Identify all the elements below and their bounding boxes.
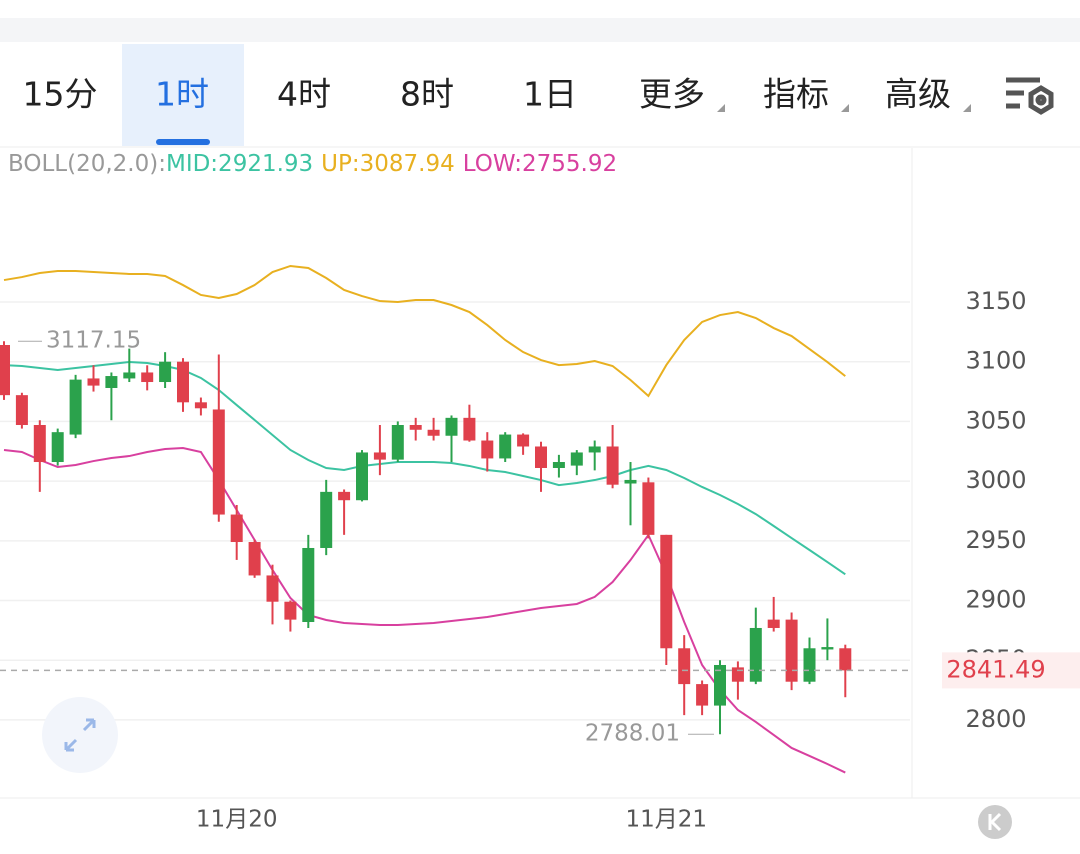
candle-body xyxy=(248,542,261,576)
candle-body xyxy=(177,361,189,403)
y-tick-label: 3150 xyxy=(965,287,1026,315)
candle-body xyxy=(0,345,10,396)
band-line xyxy=(3,447,846,774)
y-tick-label: 3100 xyxy=(965,347,1026,375)
candle-body xyxy=(660,534,673,649)
candle-body xyxy=(463,417,476,441)
candle-body xyxy=(69,379,82,435)
candle-body xyxy=(159,361,172,383)
candle-body xyxy=(105,376,118,388)
legend-item: LOW:2755.92 xyxy=(463,151,617,177)
reset-button[interactable] xyxy=(978,805,1012,839)
candle-body xyxy=(588,446,601,453)
candle-body xyxy=(785,619,798,682)
expand-icon xyxy=(64,718,96,752)
candle-body xyxy=(731,667,744,682)
candle-body xyxy=(839,648,852,671)
tab[interactable]: 4时 xyxy=(277,75,331,114)
candle-body xyxy=(356,452,368,501)
candle-body xyxy=(123,372,136,379)
candle-body xyxy=(624,479,637,484)
candle-body xyxy=(51,432,64,463)
candle-body xyxy=(481,440,494,459)
x-tick-label: 11月20 xyxy=(196,807,278,833)
legend-item: BOLL(20,2.0): xyxy=(8,151,166,177)
candle-body xyxy=(570,452,583,466)
candle-body xyxy=(714,664,726,706)
candle-body xyxy=(821,647,834,650)
top-strip xyxy=(0,18,1080,42)
reset-icon xyxy=(988,812,1002,832)
selected-tab-bg xyxy=(122,44,244,146)
candle-body xyxy=(15,395,28,426)
legend-item: UP:3087.94 xyxy=(321,151,455,177)
dropdown-arrows xyxy=(717,104,971,112)
tab[interactable]: 1日 xyxy=(523,75,577,114)
settings-icon[interactable] xyxy=(1006,77,1054,115)
candle-body xyxy=(284,601,297,620)
chart: 28002850290029503000305031003150BOLL(20,… xyxy=(0,151,1080,833)
y-tick-label: 2900 xyxy=(965,586,1026,614)
candle-body xyxy=(266,575,279,602)
y-tick-label: 2950 xyxy=(965,526,1026,554)
band-line xyxy=(3,264,846,398)
y-tick-label: 3050 xyxy=(965,406,1026,434)
tab[interactable]: 高级 xyxy=(885,75,951,114)
expand-button[interactable] xyxy=(42,697,118,773)
last-price-box xyxy=(942,652,1080,689)
candle-body xyxy=(391,425,404,460)
candle-body xyxy=(427,429,440,436)
candle-body xyxy=(535,446,547,468)
legend-item: MID:2921.93 xyxy=(166,151,313,177)
candle-body xyxy=(749,627,762,682)
tab[interactable]: 1时 xyxy=(155,75,209,114)
candle-body xyxy=(499,434,512,459)
candle-body xyxy=(320,491,333,548)
tab[interactable]: 更多 xyxy=(639,75,705,114)
candle-body xyxy=(642,482,655,535)
x-tick-label: 11月21 xyxy=(626,807,708,833)
candle-body xyxy=(141,372,154,383)
candle-body xyxy=(445,417,458,436)
band-line xyxy=(3,360,846,576)
candle-body xyxy=(212,409,225,515)
last-price-label: 2841.49 xyxy=(946,655,1045,683)
tab[interactable]: 8时 xyxy=(400,75,454,114)
candle-body xyxy=(409,425,422,430)
candle-body xyxy=(373,452,386,460)
candle-body xyxy=(302,547,315,623)
candle-body xyxy=(517,434,530,447)
selected-tab-indicator xyxy=(156,139,210,145)
candle-body xyxy=(803,648,816,682)
candle-body xyxy=(33,425,46,463)
low-label: 2788.01 xyxy=(585,721,680,747)
legend: BOLL(20,2.0):MID:2921.93 UP:3087.94 LOW:27… xyxy=(8,151,617,177)
tab[interactable]: 指标 xyxy=(763,75,829,114)
y-tick-label: 3000 xyxy=(965,466,1026,494)
tab-bar: 15分 1时 4时 8时 1日 更多 指标 高级 xyxy=(23,75,952,114)
candle-body xyxy=(552,462,565,468)
tab[interactable]: 15分 xyxy=(23,75,98,114)
candle-body xyxy=(87,378,100,386)
y-tick-label: 2800 xyxy=(965,705,1026,733)
candle-body xyxy=(194,402,207,409)
candle-body xyxy=(338,491,351,501)
candle-body xyxy=(767,619,780,628)
candle-body xyxy=(678,648,691,685)
high-label: 3117.15 xyxy=(46,328,141,354)
candle-body xyxy=(606,446,619,485)
candle-body xyxy=(230,514,243,543)
candle-body xyxy=(696,684,709,706)
